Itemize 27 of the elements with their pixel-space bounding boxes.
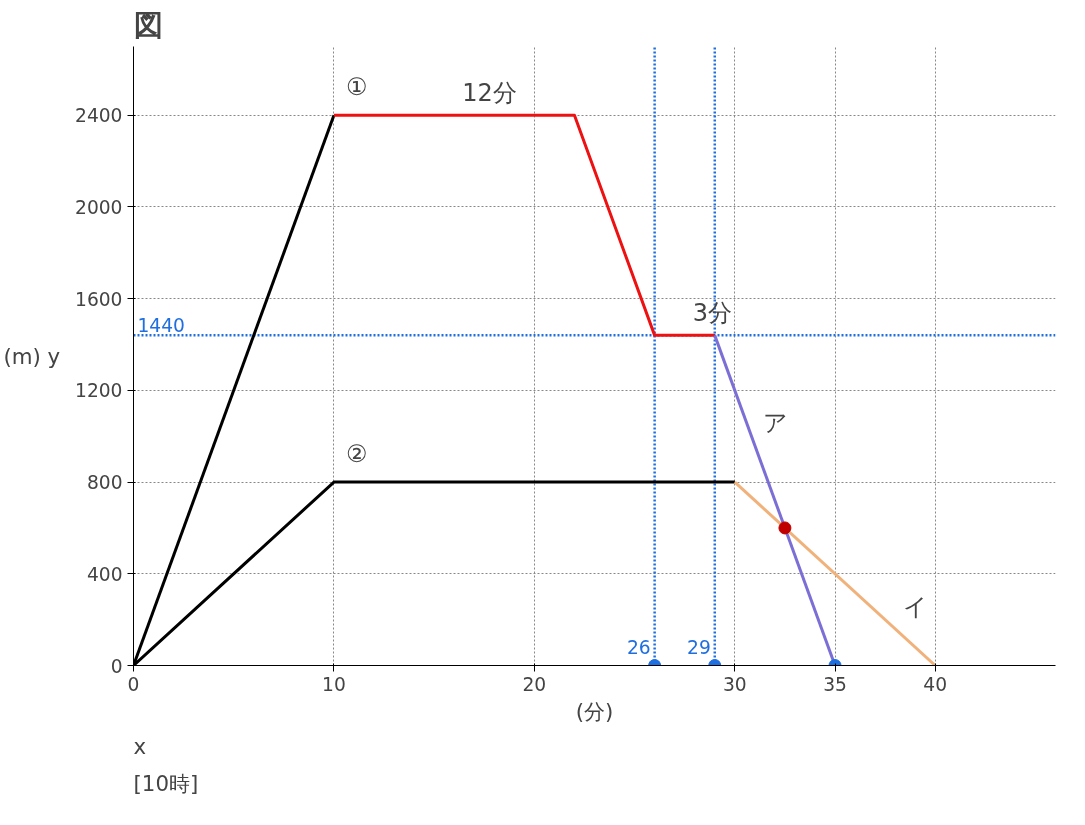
annotation: 12分 (462, 79, 517, 108)
text: [10時] (133, 770, 199, 796)
y-tick-label: 1200 (75, 380, 123, 402)
x-tick-label: 0 (127, 673, 140, 695)
ref-line-label: 26 (626, 636, 651, 658)
x-tick-label: 40 (923, 673, 948, 695)
chart-title: 図 (133, 7, 163, 42)
y-tick-label: 2400 (75, 105, 123, 127)
x-axis-title: (分) (575, 698, 614, 724)
y-axis-title: (m) y (3, 343, 61, 369)
ref-line-label: 29 (687, 636, 711, 658)
y-tick-label: 0 (110, 655, 123, 677)
annotation: イ (903, 592, 929, 621)
y-tick-label: 2000 (75, 196, 123, 218)
series-label: ② (345, 440, 368, 469)
x-tick-label: 10 (322, 673, 346, 695)
x-tick-label: 30 (722, 673, 747, 695)
x-tick-label: 35 (823, 673, 847, 695)
series-label: ① (345, 73, 368, 102)
text: x (133, 733, 147, 759)
y-tick-label: 400 (86, 563, 123, 585)
y-tick-label: 800 (86, 472, 123, 494)
annotation: ア (762, 409, 788, 438)
y-tick-label: 1600 (75, 288, 123, 310)
annotation: 3分 (692, 299, 732, 328)
x-tick-label: 20 (522, 673, 547, 695)
ref-line-label: 1440 (137, 315, 185, 337)
